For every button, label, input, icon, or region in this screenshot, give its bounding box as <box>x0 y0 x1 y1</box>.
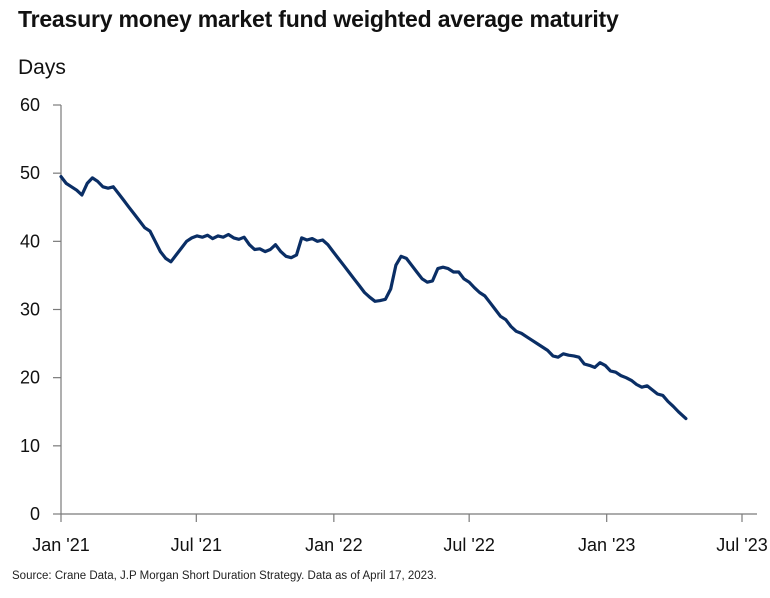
y-tick-label: 0 <box>30 504 40 524</box>
plot-area <box>59 175 688 421</box>
source-note: Source: Crane Data, J.P Morgan Short Dur… <box>12 570 437 582</box>
x-tick-label: Jul '23 <box>716 535 767 555</box>
x-tick-label: Jul '21 <box>171 535 222 555</box>
x-tick-label: Jan '22 <box>305 535 362 555</box>
y-axis-label: Days <box>18 56 66 79</box>
axes: 0 10 20 30 40 50 60 Jan '21 Jul '21 Jan '22 Jul '2… <box>20 95 768 555</box>
y-tick-label: 60 <box>20 95 40 115</box>
x-tick-label: Jan '23 <box>578 535 635 555</box>
x-tick-label: Jan '21 <box>32 535 89 555</box>
y-tick-label: 40 <box>20 231 40 251</box>
y-tick-label: 30 <box>20 300 40 320</box>
x-tick-label: Jul '22 <box>443 535 494 555</box>
y-tick-label: 50 <box>20 163 40 183</box>
y-tick-label: 10 <box>20 436 40 456</box>
y-tick-label: 20 <box>20 368 40 388</box>
chart-title: Treasury money market fund weighted aver… <box>18 6 619 32</box>
series-line <box>59 175 688 421</box>
